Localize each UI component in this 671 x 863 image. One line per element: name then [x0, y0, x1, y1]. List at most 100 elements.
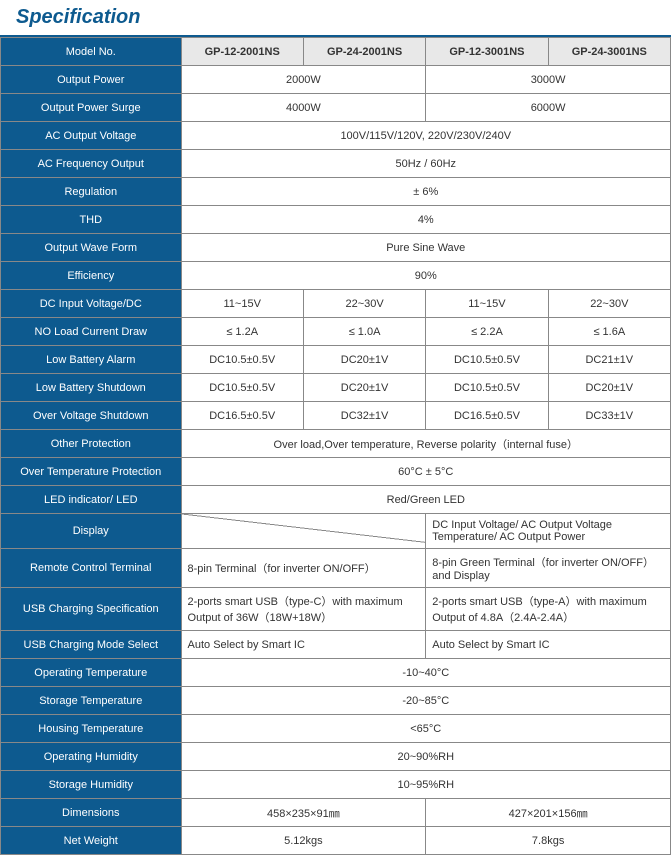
row-val: 100V/115V/120V, 220V/230V/240V — [181, 122, 670, 150]
model-no-label: Model No. — [1, 38, 182, 66]
row-label: Storage Temperature — [1, 687, 182, 715]
row-label: USB Charging Specification — [1, 588, 182, 631]
table-row: Storage Temperature -20~85°C — [1, 687, 671, 715]
row-val: 5.12kgs — [181, 827, 426, 855]
table-row: Output Power 2000W 3000W — [1, 66, 671, 94]
table-row: Over Temperature Protection 60°C ± 5°C — [1, 458, 671, 486]
row-val: DC10.5±0.5V — [181, 374, 303, 402]
row-val: DC20±1V — [303, 346, 425, 374]
row-val: 60°C ± 5°C — [181, 458, 670, 486]
row-val: DC32±1V — [303, 402, 425, 430]
spec-table: Model No. GP-12-2001NS GP-24-2001NS GP-1… — [0, 37, 671, 855]
table-row: Storage Humidity 10~95%RH — [1, 771, 671, 799]
row-val: 8-pin Terminal（for inverter ON/OFF） — [181, 549, 426, 588]
row-val: 90% — [181, 262, 670, 290]
row-val: Red/Green LED — [181, 486, 670, 514]
row-val: DC10.5±0.5V — [426, 346, 548, 374]
row-val: DC10.5±0.5V — [426, 374, 548, 402]
row-val: DC10.5±0.5V — [181, 346, 303, 374]
table-row: LED indicator/ LED Red/Green LED — [1, 486, 671, 514]
table-row: Display DC Input Voltage/ AC Output Volt… — [1, 514, 671, 549]
row-val: 20~90%RH — [181, 743, 670, 771]
row-val: 2-ports smart USB（type-A）with maximum Ou… — [426, 588, 671, 631]
row-label: Net Weight — [1, 827, 182, 855]
row-label: Over Temperature Protection — [1, 458, 182, 486]
row-val: 458×235×91㎜ — [181, 799, 426, 827]
row-label: Dimensions — [1, 799, 182, 827]
row-val: ± 6% — [181, 178, 670, 206]
row-val: Auto Select by Smart IC — [181, 631, 426, 659]
row-val: Over load,Over temperature, Reverse pola… — [181, 430, 670, 458]
row-val: 8-pin Green Terminal（for inverter ON/OFF… — [426, 549, 671, 588]
table-row: THD 4% — [1, 206, 671, 234]
row-val: 2-ports smart USB（type-C）with maximum Ou… — [181, 588, 426, 631]
row-val: <65°C — [181, 715, 670, 743]
row-val: DC20±1V — [303, 374, 425, 402]
row-val: DC16.5±0.5V — [181, 402, 303, 430]
model-1: GP-12-2001NS — [181, 38, 303, 66]
table-row: NO Load Current Draw ≤ 1.2A ≤ 1.0A ≤ 2.2… — [1, 318, 671, 346]
table-row: Output Wave Form Pure Sine Wave — [1, 234, 671, 262]
row-val: ≤ 1.2A — [181, 318, 303, 346]
model-4: GP-24-3001NS — [548, 38, 670, 66]
display-diag — [181, 514, 426, 549]
row-label: Low Battery Shutdown — [1, 374, 182, 402]
table-row: Low Battery Shutdown DC10.5±0.5V DC20±1V… — [1, 374, 671, 402]
row-val: 4000W — [181, 94, 426, 122]
table-row: Efficiency 90% — [1, 262, 671, 290]
row-val: ≤ 1.0A — [303, 318, 425, 346]
row-label: Efficiency — [1, 262, 182, 290]
row-val: 3000W — [426, 66, 671, 94]
row-val: 2000W — [181, 66, 426, 94]
row-label: Output Wave Form — [1, 234, 182, 262]
model-2: GP-24-2001NS — [303, 38, 425, 66]
row-label: AC Frequency Output — [1, 150, 182, 178]
row-label: Display — [1, 514, 182, 549]
row-label: Other Protection — [1, 430, 182, 458]
row-label: Output Power — [1, 66, 182, 94]
row-val: -20~85°C — [181, 687, 670, 715]
row-label: Storage Humidity — [1, 771, 182, 799]
row-val: 50Hz / 60Hz — [181, 150, 670, 178]
table-row: Net Weight 5.12kgs 7.8kgs — [1, 827, 671, 855]
row-val: DC33±1V — [548, 402, 670, 430]
row-val: 22~30V — [548, 290, 670, 318]
table-row: Dimensions 458×235×91㎜ 427×201×156㎜ — [1, 799, 671, 827]
row-label: Operating Humidity — [1, 743, 182, 771]
table-row: AC Frequency Output 50Hz / 60Hz — [1, 150, 671, 178]
row-label: Regulation — [1, 178, 182, 206]
row-val: 427×201×156㎜ — [426, 799, 671, 827]
row-val: ≤ 1.6A — [548, 318, 670, 346]
row-label: Operating Temperature — [1, 659, 182, 687]
row-val: 11~15V — [181, 290, 303, 318]
row-val: Auto Select by Smart IC — [426, 631, 671, 659]
row-val: 22~30V — [303, 290, 425, 318]
row-label: DC Input Voltage/DC — [1, 290, 182, 318]
row-val: DC20±1V — [548, 374, 670, 402]
row-val: 6000W — [426, 94, 671, 122]
row-label: NO Load Current Draw — [1, 318, 182, 346]
row-label: USB Charging Mode Select — [1, 631, 182, 659]
row-val: 11~15V — [426, 290, 548, 318]
table-row: Remote Control Terminal 8-pin Terminal（f… — [1, 549, 671, 588]
spec-title: Specification — [0, 0, 671, 37]
table-row: AC Output Voltage 100V/115V/120V, 220V/2… — [1, 122, 671, 150]
row-val: DC16.5±0.5V — [426, 402, 548, 430]
table-row: Housing Temperature <65°C — [1, 715, 671, 743]
row-label: Output Power Surge — [1, 94, 182, 122]
row-label: Housing Temperature — [1, 715, 182, 743]
row-val: ≤ 2.2A — [426, 318, 548, 346]
row-val: 7.8kgs — [426, 827, 671, 855]
row-val: DC21±1V — [548, 346, 670, 374]
table-row: DC Input Voltage/DC 11~15V 22~30V 11~15V… — [1, 290, 671, 318]
row-label: Low Battery Alarm — [1, 346, 182, 374]
table-row: Model No. GP-12-2001NS GP-24-2001NS GP-1… — [1, 38, 671, 66]
table-row: Operating Temperature -10~40°C — [1, 659, 671, 687]
table-row: Other Protection Over load,Over temperat… — [1, 430, 671, 458]
row-label: LED indicator/ LED — [1, 486, 182, 514]
row-val: DC Input Voltage/ AC Output Voltage Temp… — [426, 514, 671, 549]
row-label: Remote Control Terminal — [1, 549, 182, 588]
table-row: Regulation ± 6% — [1, 178, 671, 206]
table-row: Operating Humidity 20~90%RH — [1, 743, 671, 771]
table-row: Over Voltage Shutdown DC16.5±0.5V DC32±1… — [1, 402, 671, 430]
